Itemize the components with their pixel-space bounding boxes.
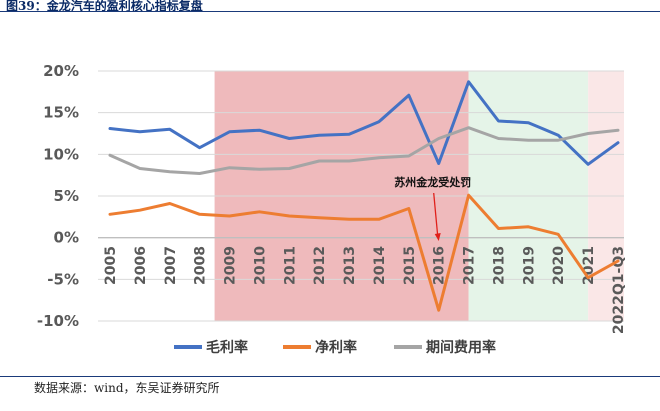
annotation: 苏州金龙受处罚 <box>394 175 471 241</box>
x-tick-label: 2009 <box>223 246 239 285</box>
y-axis: -10% -5% 0% 5% 10% 15% 20% <box>37 62 79 330</box>
legend-label: 净利率 <box>315 339 357 356</box>
x-tick-label: 2021 <box>581 246 597 285</box>
y-tick-label: 20% <box>43 62 79 80</box>
x-tick-label: 2018 <box>491 246 507 285</box>
top-rule <box>0 11 660 12</box>
x-tick-label: 2015 <box>402 246 418 285</box>
series-line-1 <box>108 80 620 166</box>
x-tick-label: 2016 <box>432 246 448 285</box>
y-tick-label: -5% <box>47 270 79 288</box>
x-tick-label: 2022Q1-Q3 <box>611 246 627 334</box>
series-line-2 <box>108 193 620 312</box>
figure-title: 图39：金龙汽车的盈利核心指标复盘 <box>6 0 203 13</box>
line-chart: -10%-5%0%5%10%15%20% 2005 2006 2007 2008 200… <box>37 62 627 356</box>
y-tick-label: -10% <box>37 312 79 330</box>
annotation-arrowhead <box>434 233 441 241</box>
source-note: 数据来源：wind，东吴证券研究所 <box>34 381 220 395</box>
x-tick-label: 2012 <box>312 246 328 285</box>
x-tick-label: 2013 <box>342 246 358 285</box>
x-tick-label: 2017 <box>462 246 478 285</box>
annotation-arrow <box>433 192 439 237</box>
series-line-3 <box>108 126 620 175</box>
y-tick-label: 5% <box>54 187 79 205</box>
y-tick-label: 15% <box>43 104 79 122</box>
y-tick-label: 0% <box>54 229 79 247</box>
annotation-label: 苏州金龙受处罚 <box>394 175 471 189</box>
x-tick-label: 2005 <box>103 246 119 285</box>
x-tick-label: 2006 <box>133 246 149 285</box>
grid-lines <box>98 70 624 322</box>
legend: 毛利率 净利率 期间费用率 <box>174 339 496 356</box>
y-tick-label: 10% <box>43 145 79 163</box>
legend-label: 期间费用率 <box>426 339 496 356</box>
x-tick-label: 2010 <box>252 246 268 285</box>
x-tick-label: 2007 <box>163 246 179 285</box>
x-axis: 2005 2006 2007 2008 2009 2010 2011 2012 2013 2014… <box>103 246 627 334</box>
x-tick-label: 2011 <box>282 246 298 285</box>
x-tick-label: 2008 <box>193 246 209 285</box>
x-tick-label: 2020 <box>551 246 567 285</box>
legend-label: 毛利率 <box>206 339 248 356</box>
bottom-rule <box>0 376 660 377</box>
series-lines <box>108 80 620 312</box>
x-tick-label: 2014 <box>372 246 388 285</box>
x-tick-label: 2019 <box>521 246 537 285</box>
